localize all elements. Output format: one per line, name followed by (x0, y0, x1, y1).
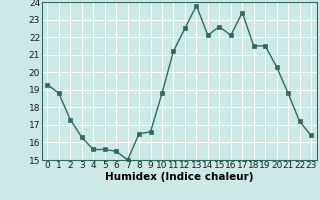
X-axis label: Humidex (Indice chaleur): Humidex (Indice chaleur) (105, 172, 253, 182)
